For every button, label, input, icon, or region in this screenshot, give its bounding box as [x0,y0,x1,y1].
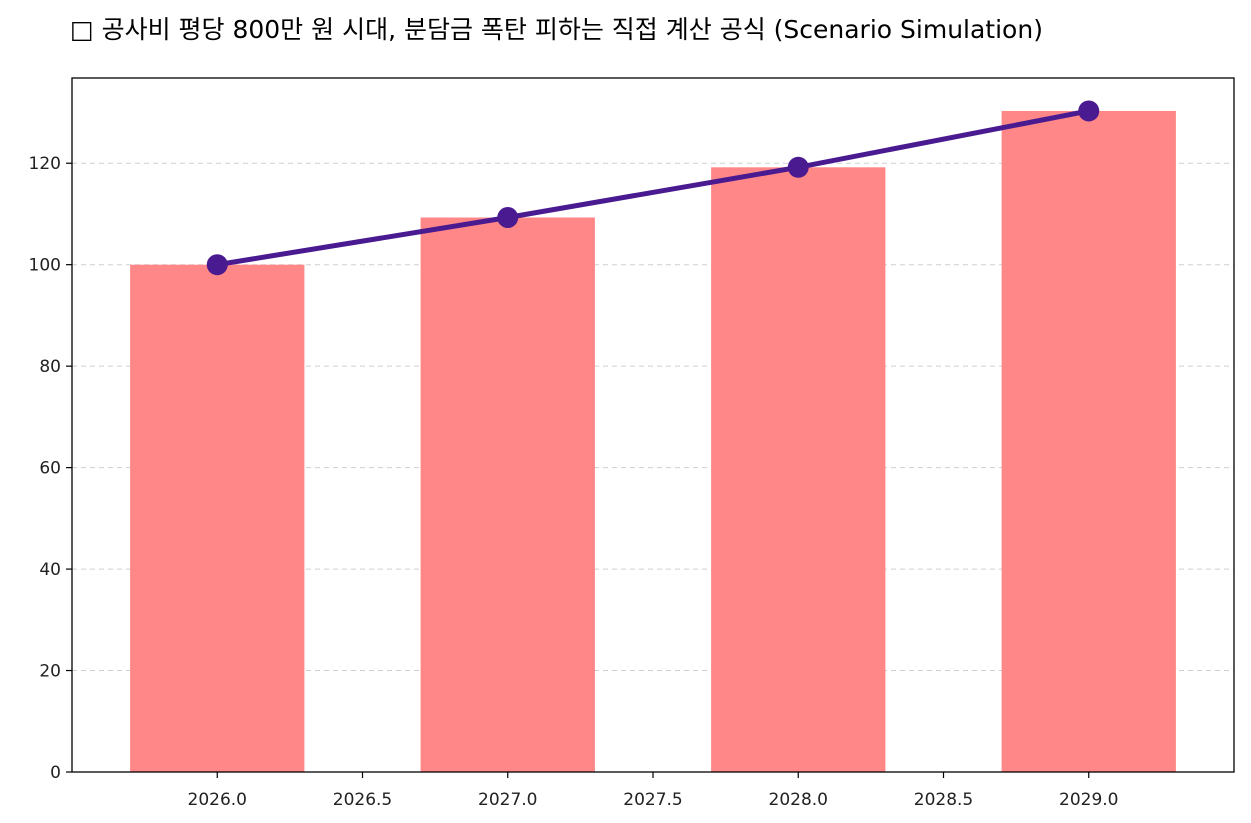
line-point [1078,100,1100,122]
chart-title: □ 공사비 평당 800만 원 시대, 분담금 폭탄 피하는 직접 계산 공식 … [70,15,1043,44]
line-point [206,254,228,276]
line-point [497,207,519,229]
series-line [214,108,1092,268]
bar [420,217,595,772]
bar-series [130,110,1176,772]
y-tick-label: 100 [29,256,61,276]
bar [130,264,305,772]
x-tick-label: 2028.0 [769,790,828,810]
bar [711,167,886,772]
y-tick-label: 60 [39,459,61,479]
x-tick-label: 2026.0 [188,790,247,810]
line-series [206,100,1100,276]
x-tick-label: 2027.0 [478,790,537,810]
x-axis: 2026.0 2026.5 2027.0 2027.5 2028.0 2028.5 2029… [188,772,1118,810]
y-tick-label: 20 [39,662,61,682]
y-tick-label: 40 [39,560,61,580]
y-tick-label: 80 [39,357,61,377]
x-tick-label: 2027.5 [623,790,682,810]
line-point [787,156,809,178]
x-tick-label: 2026.5 [333,790,392,810]
bar [1001,110,1176,772]
y-axis: 0 20 40 60 80 100 120 [29,154,72,783]
x-tick-label: 2029.0 [1059,790,1118,810]
y-tick-label: 120 [29,154,61,174]
y-tick-label: 0 [50,763,61,783]
x-tick-label: 2028.5 [914,790,973,810]
